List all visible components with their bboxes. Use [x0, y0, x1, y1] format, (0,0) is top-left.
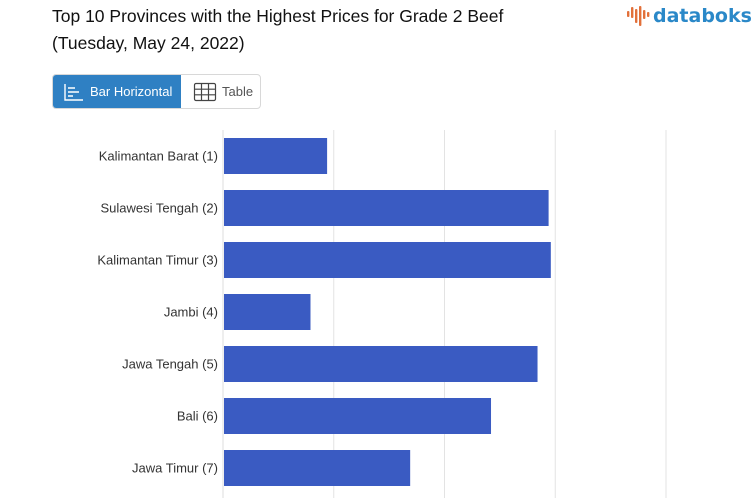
bar-horizontal-tab[interactable]: Bar Horizontal [53, 75, 181, 108]
category-label: Kalimantan Timur (3) [97, 253, 218, 268]
category-label: Kalimantan Barat (1) [99, 149, 218, 164]
category-label: Bali (6) [177, 409, 218, 424]
chart-title-line-2: (Tuesday, May 24, 2022) [52, 33, 245, 53]
view-toggle: Bar Horizontal Table [52, 74, 261, 109]
table-tab[interactable]: Table [181, 75, 260, 108]
databoks-logo-text: databoks [653, 5, 752, 27]
bar[interactable] [224, 242, 551, 278]
table-tab-label: Table [222, 84, 254, 99]
category-label: Jawa Tengah (5) [122, 357, 218, 372]
databoks-logo-icon [627, 6, 650, 26]
bar[interactable] [224, 346, 538, 382]
chart-bars [224, 138, 551, 486]
bar[interactable] [224, 450, 411, 486]
bar-chart: Kalimantan Barat (1) Sulawesi Tengah (2) K… [97, 130, 667, 498]
category-label: Jawa Timur (7) [132, 461, 218, 476]
chart-category-labels: Kalimantan Barat (1) Sulawesi Tengah (2) K… [97, 149, 218, 476]
category-label: Jambi (4) [164, 305, 218, 320]
bar[interactable] [224, 398, 492, 434]
bar[interactable] [224, 190, 549, 226]
bar-chart-icon [64, 83, 83, 101]
bar[interactable] [224, 294, 311, 330]
category-label: Sulawesi Tengah (2) [100, 201, 218, 216]
chart-title: Top 10 Provinces with the Highest Prices… [52, 3, 612, 57]
bar[interactable] [224, 138, 328, 174]
bar-horizontal-tab-label: Bar Horizontal [90, 84, 173, 99]
table-icon [193, 82, 217, 101]
databoks-logo[interactable]: databoks [626, 4, 752, 28]
chart-title-line-1: Top 10 Provinces with the Highest Prices… [52, 6, 504, 26]
